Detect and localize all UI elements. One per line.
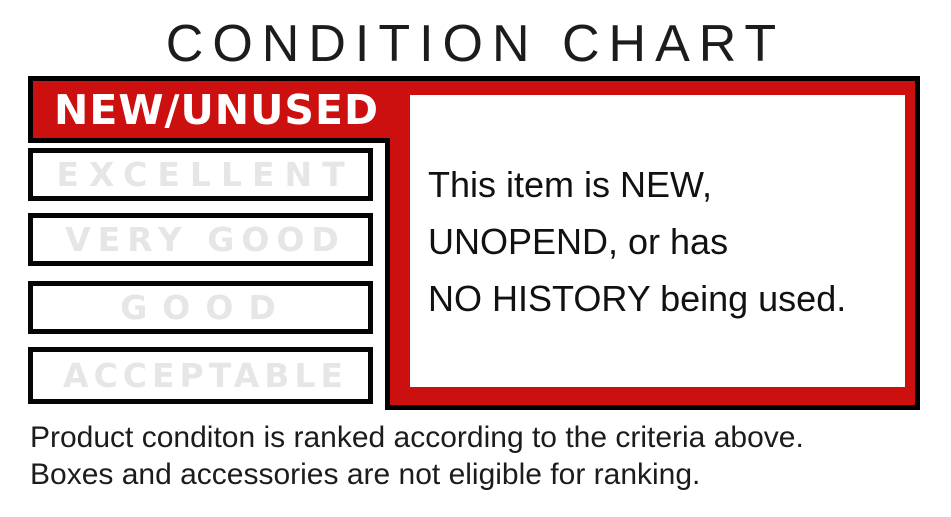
condition-box-acceptable: ACCEPTABLE [28,347,373,404]
footer-note-line-2: Boxes and accessories are not eligible f… [30,458,701,491]
footer-note-line-1: Product conditon is ranked according to … [30,421,804,454]
description-line: This item is NEW, [428,163,713,205]
condition-chart: NEW/UNUSED EXCELLENT VERY GOOD GOOD ACCE… [28,76,920,410]
selected-condition-banner: NEW/UNUSED [54,86,379,134]
condition-box-label: VERY GOOD [65,220,346,259]
condition-box-label: EXCELLENT [56,155,355,194]
condition-box-excellent: EXCELLENT [28,148,373,201]
page-title: CONDITION CHART [165,15,786,73]
condition-box-label: ACCEPTABLE [63,356,348,395]
condition-box-label: GOOD [120,288,291,327]
description-line: NO HISTORY being used. [428,277,847,319]
condition-box-good: GOOD [28,281,373,334]
description-line: UNOPEND, or has [428,220,729,262]
footer-note: Product conditon is ranked according to … [30,419,804,493]
condition-box-very-good: VERY GOOD [28,213,373,266]
condition-description-panel: This item is NEW, UNOPEND, or has NO HIS… [410,95,905,387]
